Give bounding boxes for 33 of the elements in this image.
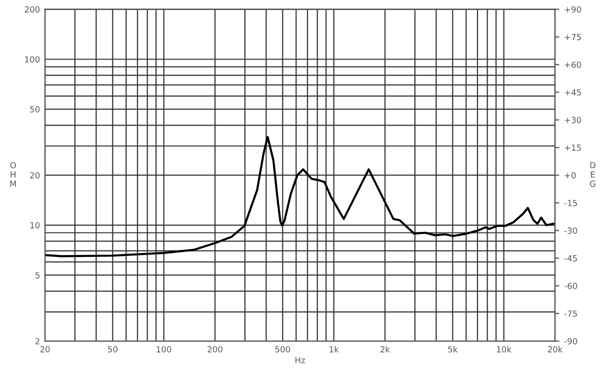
y2-tick-label: -90 xyxy=(564,338,578,344)
y2-tick-label: -60 xyxy=(564,282,578,290)
x-axis-title: Hz xyxy=(295,357,305,364)
x-tick-label: 20k xyxy=(548,346,563,352)
y2-tick-label: +90 xyxy=(564,6,582,13)
y-tick-label: 20 xyxy=(30,172,40,178)
y2-tick-label: -15 xyxy=(564,200,577,206)
y2-tick-label: +15 xyxy=(564,144,581,151)
x-tick-label: 200 xyxy=(208,346,222,352)
x-tick-label: 20 xyxy=(40,346,50,352)
x-tick-label: 100 xyxy=(156,346,172,352)
y2-tick-label: +45 xyxy=(564,89,581,96)
x-tick-label: 5k xyxy=(448,346,458,352)
y2-tick-label: -45 xyxy=(564,255,577,262)
y2-tick-label: -75 xyxy=(564,310,577,317)
y-tick-label: 100 xyxy=(25,56,40,63)
y-tick-label: 2 xyxy=(35,338,40,344)
x-tick-label: 500 xyxy=(275,346,290,352)
y2-tick-label: +0 xyxy=(564,172,576,178)
x-tick-label: 50 xyxy=(108,346,118,352)
y-tick-label: 10 xyxy=(30,222,40,228)
x-tick-label: 10k xyxy=(497,346,512,352)
y2-axis-title: DEG xyxy=(590,162,596,187)
y2-tick-label: +30 xyxy=(564,116,582,124)
y-axis-title: OHM xyxy=(10,162,16,187)
y-tick-label: 50 xyxy=(30,106,40,112)
y2-tick-label: +75 xyxy=(564,34,581,40)
y2-tick-label: +60 xyxy=(564,62,582,68)
y-tick-label: 5 xyxy=(35,272,40,278)
x-tick-label: 1k xyxy=(330,346,339,352)
y-tick-label: 200 xyxy=(24,6,40,13)
x-tick-label: 2k xyxy=(380,346,390,352)
y2-tick-label: -30 xyxy=(564,227,578,234)
